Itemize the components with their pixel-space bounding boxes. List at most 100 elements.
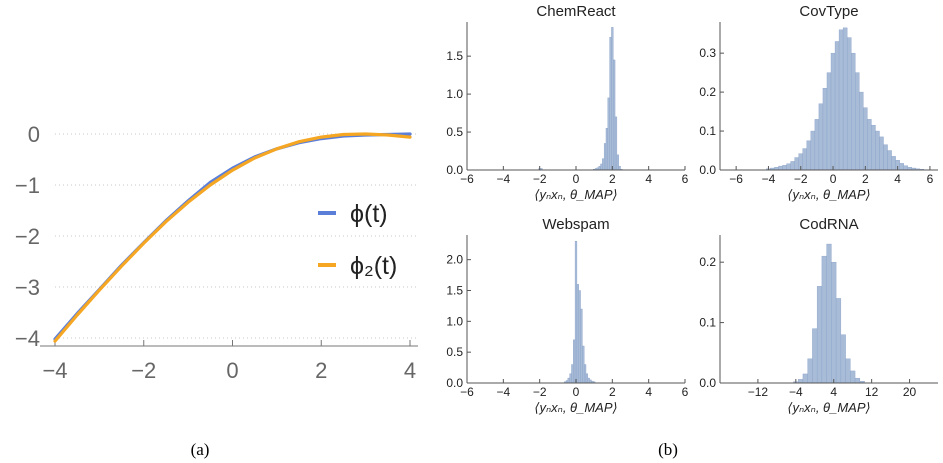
histogram-bar (826, 72, 832, 171)
histogram-bar (613, 59, 616, 171)
histogram-bar (582, 345, 585, 384)
histogram-bar (587, 377, 590, 384)
x-tick-label: 2 (609, 172, 616, 186)
histogram-bar (834, 41, 840, 171)
y-tick-label: −2 (15, 224, 40, 249)
y-tick-label: 1.5 (446, 284, 463, 298)
histogram-bar (810, 130, 816, 171)
y-tick-label: 0.1 (699, 316, 716, 330)
x-tick-label: 0 (573, 172, 580, 186)
x-tick-label: 4 (645, 385, 652, 399)
x-tick-label: 20 (903, 385, 917, 399)
x-tick-label: −2 (533, 172, 547, 186)
y-tick-label: 1.5 (446, 49, 463, 63)
x-tick-label: −4 (496, 385, 510, 399)
histogram-bar (826, 243, 832, 384)
histogram-bar (854, 377, 861, 384)
histogram-bar (851, 52, 856, 171)
histogram-bar (598, 166, 601, 171)
chart-title: Webspam (542, 216, 609, 233)
y-tick-label: 0.1 (699, 124, 716, 138)
x-tick-label: 2 (315, 358, 327, 383)
x-tick-label: 12 (865, 385, 879, 399)
histogram-bar (798, 379, 804, 384)
x-tick-label: −6 (460, 172, 474, 186)
histogram-bar (821, 255, 827, 384)
histogram-chemreact: ChemReact 0.0 0.5 1.0 1.5 −6 −4 −2 0 2 4 6 ⟨yₙxₙ, θ_… (446, 3, 688, 202)
x-tick-label: −4 (762, 172, 776, 186)
histogram-bar (891, 156, 896, 171)
histogram-bar (607, 97, 610, 171)
x-tick-label: −4 (496, 172, 510, 186)
y-tick-label: −1 (15, 173, 40, 198)
x-tick-label: −2 (533, 385, 547, 399)
histogram-bar (875, 130, 880, 171)
x-tick-label: 4 (404, 358, 416, 383)
histogram-bar (883, 144, 888, 171)
histogram-bar (831, 261, 837, 384)
x-axis-label: ⟨yₙxₙ, θ_MAP⟩ (534, 187, 617, 202)
y-tick-label: 0.2 (699, 85, 716, 99)
y-tick-label: 0.5 (446, 125, 463, 139)
histogram-bar (786, 163, 791, 171)
y-tick-label: 0.0 (699, 376, 716, 390)
histogram-bar (605, 128, 608, 171)
x-tick-label: 0 (573, 385, 580, 399)
histogram-bar (887, 150, 892, 171)
histogram-bar (603, 143, 607, 171)
histogram-bar (618, 166, 621, 171)
x-tick-label: −2 (131, 358, 156, 383)
y-tick-label: 1.0 (446, 87, 463, 101)
x-tick-label: 6 (682, 385, 689, 399)
x-tick-label: 0 (830, 172, 837, 186)
x-tick-label: −4 (42, 358, 67, 383)
x-tick-label: 4 (830, 385, 837, 399)
histogram-bar (840, 334, 846, 384)
histogram-bar (812, 328, 818, 384)
histogram-bar (569, 373, 572, 384)
histogram-bar (583, 364, 587, 384)
series-line-phi (53, 132, 412, 341)
histogram-bar (778, 165, 783, 171)
histogram-bar (816, 286, 823, 384)
histogram-bar (822, 88, 828, 171)
histogram-bar (835, 298, 842, 384)
histogram-bar (802, 373, 808, 384)
histogram-covtype: CovType 0.0 0.1 0.2 0.3 −6 −4 −2 0 2 4 6 ⟨yₙxₙ, θ_MA… (699, 3, 938, 202)
x-tick-label: −6 (729, 172, 743, 186)
histogram-bar (576, 284, 579, 384)
histogram-bar (611, 27, 614, 171)
histogram-bar (863, 107, 868, 171)
histogram-bar (585, 373, 589, 384)
histogram-bar (602, 158, 605, 171)
y-tick-label: 0.0 (699, 163, 716, 177)
y-tick-label: 1.0 (446, 314, 463, 328)
chart-title: ChemReact (536, 3, 616, 20)
histogram-bar (578, 290, 581, 384)
histogram-webspam: Webspam 0.0 0.5 1.0 1.5 2.0 −6 −4 −2 0 2 4 6 ⟨yₙxₙ, θ… (446, 216, 688, 415)
histogram-bar (814, 119, 820, 171)
line-chart-phi: 0 −1 −2 −3 −4−4 −2 0 2 4 ϕ(t) ϕ₂(t) (15, 122, 418, 383)
histogram-bar (571, 364, 574, 384)
histogram-bar (838, 29, 844, 171)
x-tick-label: −4 (789, 385, 803, 399)
y-tick-label: 0.2 (699, 255, 716, 269)
histogram-bar (794, 157, 799, 171)
histogram-bar (867, 119, 872, 171)
histogram-bar (614, 116, 618, 171)
y-tick-label: 0 (28, 122, 40, 147)
histogram-bar (842, 27, 848, 171)
histogram-bar (806, 140, 812, 171)
histogram-bar (903, 165, 908, 171)
histogram-bar (845, 358, 851, 384)
x-tick-label: 6 (682, 172, 689, 186)
histogram-bar (790, 161, 795, 171)
histogram-bar (879, 136, 884, 171)
histogram-bar (807, 358, 813, 384)
x-tick-label: 6 (927, 172, 934, 186)
histogram-bar (609, 36, 612, 171)
y-tick-label: −4 (15, 326, 40, 351)
caption-b: (b) (658, 440, 678, 459)
x-tick-label: 2 (862, 172, 869, 186)
histogram-bar (574, 240, 578, 384)
